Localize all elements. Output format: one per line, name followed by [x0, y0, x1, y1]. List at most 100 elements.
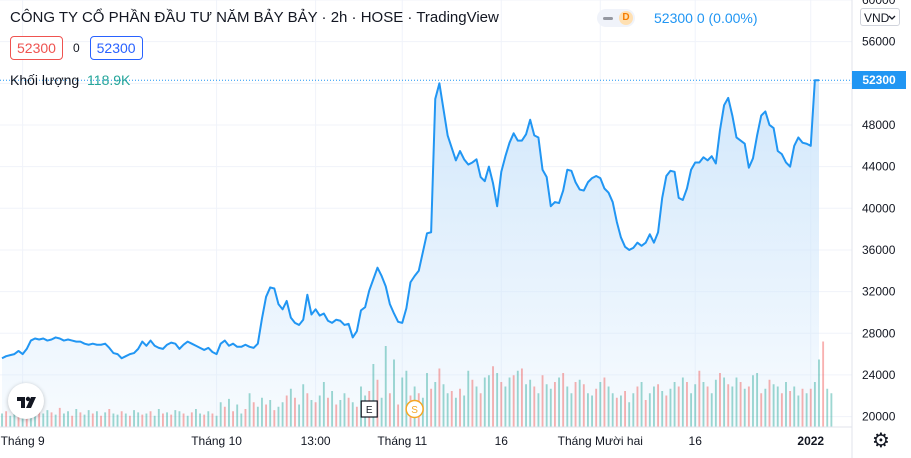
volume-bar — [529, 379, 532, 427]
volume-bar — [541, 375, 544, 427]
volume-bar — [789, 391, 792, 427]
volume-bar — [166, 412, 168, 428]
volume-bar — [805, 393, 808, 427]
volume-bar — [669, 388, 672, 427]
y-tick-label: 20000 — [862, 410, 896, 424]
last-quote: 52300 0 (0.00%) — [654, 10, 758, 26]
volume-bar — [570, 393, 573, 427]
volume-bar — [785, 382, 787, 427]
volume-bar — [289, 388, 292, 427]
volume-bar — [665, 395, 668, 427]
volume-bar — [100, 415, 102, 427]
interval-label[interactable]: 2h — [330, 9, 348, 26]
market-status[interactable]: D — [597, 9, 635, 27]
x-tick-label: 16 — [689, 434, 703, 448]
volume-bar — [95, 411, 98, 427]
volume-bar — [467, 370, 470, 427]
volume-bar — [632, 393, 635, 427]
y-tick-label: 32000 — [862, 285, 896, 299]
volume-bar — [141, 414, 144, 428]
volume-bar — [706, 386, 709, 427]
volume-bar — [653, 386, 655, 427]
last-price: 52300 — [654, 10, 693, 26]
market-closed-icon — [603, 17, 613, 20]
volume-bar — [727, 384, 730, 427]
volume-bar — [343, 393, 346, 427]
volume-bar — [673, 382, 676, 427]
volume-bar — [347, 397, 350, 427]
volume-bar — [628, 402, 631, 427]
volume-bar — [215, 415, 218, 427]
volume-bar — [38, 409, 41, 427]
volume-bar — [248, 393, 251, 427]
volume-bar — [232, 411, 234, 427]
volume-bar — [566, 386, 569, 427]
volume-bar — [776, 386, 779, 427]
volume-bar — [719, 373, 721, 427]
volume-bar — [228, 398, 230, 428]
delay-badge: D — [619, 11, 633, 25]
price-line — [1, 79, 819, 360]
volume-bar — [153, 415, 156, 427]
volume-bar — [698, 370, 701, 427]
volume-bar — [739, 382, 742, 427]
volume-bar — [1, 413, 3, 427]
buy-button[interactable]: 52300 — [89, 36, 143, 60]
x-tick-label: 13:00 — [301, 434, 331, 448]
volume-bar — [236, 404, 239, 427]
volume-bar — [648, 393, 651, 427]
volume-label: Khối lượng — [10, 72, 80, 88]
volume-bar — [223, 406, 226, 427]
y-tick-label: 24000 — [862, 368, 896, 382]
volume-bar — [393, 359, 395, 427]
volume-bar — [681, 377, 684, 427]
gear-icon[interactable]: ⚙ — [872, 430, 890, 452]
chevron-down-icon — [888, 15, 896, 20]
volume-bar — [714, 379, 717, 427]
volume-legend[interactable]: Khối lượng 118.9K — [10, 72, 130, 88]
volume-bar — [430, 388, 433, 427]
company-name: CÔNG TY CỔ PHẦN ĐẦU TƯ NĂM BẢY BẢY — [10, 9, 318, 26]
volume-bar — [694, 384, 697, 427]
volume-bar — [83, 414, 86, 428]
volume-bar — [813, 382, 816, 427]
volume-bar — [302, 384, 305, 427]
volume-bar — [818, 359, 820, 427]
last-price-axis-label: 52300 — [852, 71, 906, 89]
volume-bar — [661, 391, 664, 427]
volume-bar — [504, 386, 507, 427]
x-tick-label: Tháng 10 — [191, 434, 242, 448]
event-marker-label: E — [366, 405, 373, 416]
volume-bar — [496, 373, 499, 427]
volume-bar — [463, 395, 466, 427]
volume-bar — [124, 413, 127, 427]
volume-bar — [178, 411, 181, 427]
volume-bar — [822, 341, 825, 427]
volume-bar — [261, 397, 263, 427]
volume-bar — [520, 368, 523, 427]
volume-bar — [120, 411, 123, 427]
currency-select[interactable]: VND — [860, 8, 900, 26]
volume-bar — [388, 393, 391, 427]
volume-bar — [743, 388, 746, 427]
volume-bar — [322, 382, 325, 427]
volume-bar — [5, 411, 8, 427]
volume-bar — [599, 382, 602, 427]
volume-bar — [772, 384, 775, 427]
sell-button[interactable]: 52300 — [10, 36, 63, 60]
volume-bar — [108, 409, 111, 427]
volume-bar — [58, 407, 61, 428]
delay-pill[interactable]: D — [597, 9, 635, 27]
volume-bar — [830, 393, 833, 427]
volume-bar — [764, 388, 767, 427]
volume-bar — [545, 384, 548, 427]
volume-bar — [454, 397, 457, 427]
volume-bar — [500, 382, 503, 427]
volume-bar — [797, 395, 800, 427]
volume-bar — [318, 395, 321, 427]
volume-bar — [760, 393, 763, 427]
volume-bar — [335, 404, 338, 427]
tradingview-logo[interactable] — [8, 383, 44, 419]
price-change: 0 (0.00%) — [696, 10, 758, 26]
